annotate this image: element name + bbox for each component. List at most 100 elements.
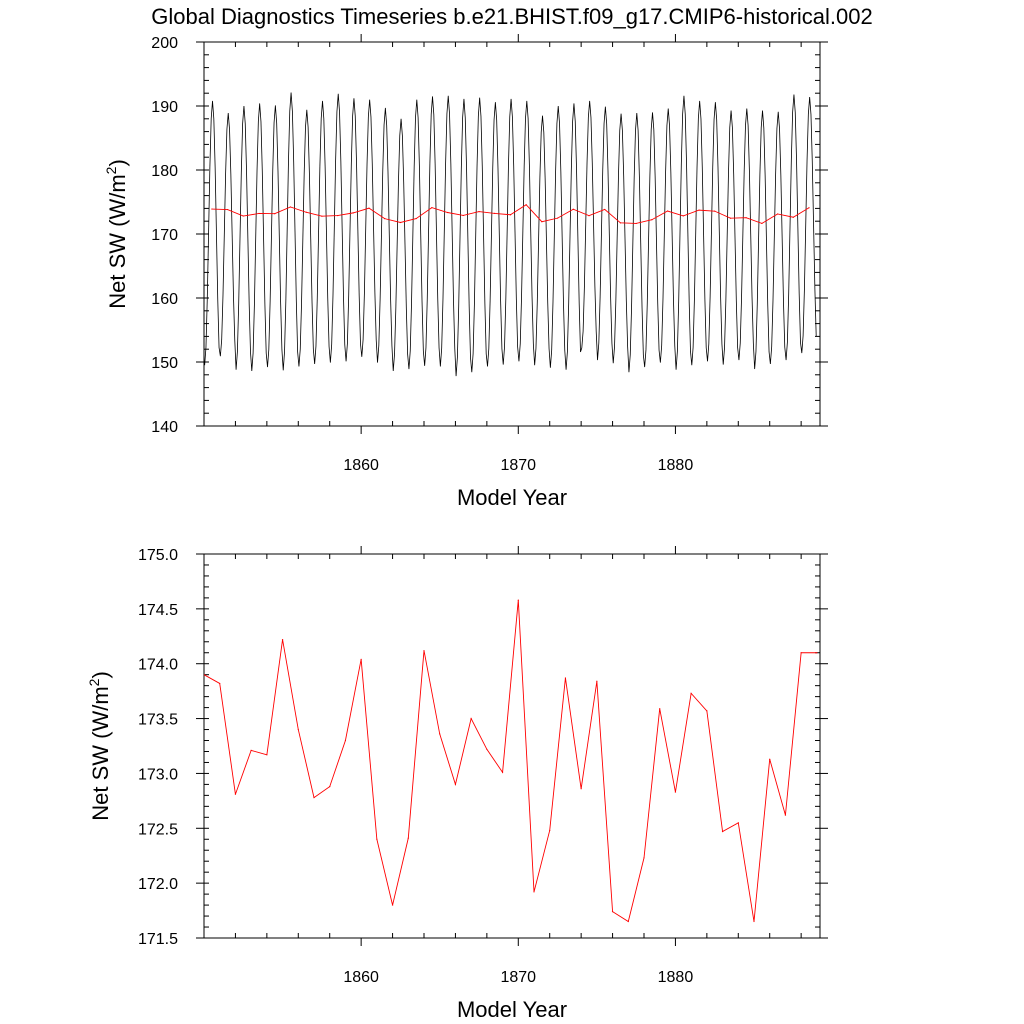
annual-mean-point <box>666 210 669 212</box>
annual-mean-point <box>729 217 732 219</box>
annual-mean-point <box>525 204 527 206</box>
annual-mean-point <box>462 214 464 217</box>
x-axis-label: Model Year <box>457 997 567 1022</box>
annual-mean-point <box>454 783 457 786</box>
annual-mean-series-line <box>204 600 817 923</box>
annual-mean-point <box>407 837 409 839</box>
annual-mean-point <box>297 728 299 731</box>
annual-mean-point <box>619 222 622 224</box>
annual-mean-point <box>517 599 519 601</box>
annual-mean-point <box>423 649 425 652</box>
annual-mean-point <box>384 218 386 220</box>
y-tick-label: 171.5 <box>138 931 178 948</box>
annual-mean-point <box>305 211 307 213</box>
annual-mean-point <box>674 791 677 793</box>
annual-mean-point <box>313 796 315 799</box>
y-tick-label: 160 <box>151 291 178 308</box>
annual-mean-point <box>721 830 724 833</box>
top-panel-monthly-chart: 1860 1870 1880 140 150 160 170 180 190 200 Model Y… <box>103 34 828 510</box>
figure-title: Global Diagnostics Timeseries b.e21.BHIS… <box>151 4 872 29</box>
annual-mean-point <box>281 638 284 641</box>
annual-mean-point <box>391 904 394 906</box>
annual-mean-point <box>604 208 606 211</box>
x-tick-label: 1870 <box>500 457 536 474</box>
annual-mean-point <box>564 677 567 679</box>
annual-mean-point <box>776 213 779 215</box>
annual-mean-point <box>753 920 755 923</box>
annual-mean-point <box>651 219 653 221</box>
annual-mean-point <box>690 692 692 694</box>
plot-frame <box>203 553 821 939</box>
annual-mean-point <box>572 208 574 210</box>
annual-mean-point <box>627 920 629 923</box>
y-tick-label: 174.5 <box>138 602 178 619</box>
annual-mean-point <box>501 771 504 773</box>
annual-mean-point <box>242 215 244 217</box>
annual-mean-point <box>266 754 268 756</box>
annual-mean-point <box>800 652 802 654</box>
x-tick-label: 1860 <box>343 969 379 986</box>
annual-mean-point <box>714 210 716 212</box>
annual-mean-point <box>478 211 480 213</box>
annual-mean-point <box>635 222 637 225</box>
annual-mean-point <box>234 793 237 795</box>
annual-mean-point <box>352 212 354 214</box>
annual-mean-point <box>745 217 747 219</box>
bottom-panel-annual-mean-chart: 1860 1870 1880 171.5 172.0 172.5 173.0 173.5 174… <box>86 546 828 1022</box>
annual-mean-point <box>784 814 787 816</box>
annual-mean-point <box>204 674 205 676</box>
annual-mean-point <box>329 785 331 788</box>
annual-mean-point <box>588 215 590 217</box>
annual-mean-point <box>580 788 582 790</box>
y-tick-label: 180 <box>151 163 178 180</box>
x-tick-label: 1870 <box>500 969 536 986</box>
annual-mean-point <box>611 911 614 913</box>
annual-mean-point <box>431 207 433 209</box>
y-tick-label: 175.0 <box>138 547 178 564</box>
y-tick-label: 172.5 <box>138 821 178 838</box>
annual-mean-point <box>761 222 763 225</box>
x-tick-label: 1880 <box>658 969 694 986</box>
annual-mean-point <box>470 717 472 720</box>
annual-mean-point <box>211 208 213 210</box>
y-axis-label: Net SW (W/m2) <box>86 671 113 821</box>
annual-mean-point <box>415 217 417 220</box>
y-axis-label: Net SW (W/m2) <box>103 159 130 309</box>
data-area <box>204 599 818 923</box>
data-area <box>204 92 817 377</box>
annual-mean-point <box>344 739 347 742</box>
y-tick-label: 150 <box>151 355 178 372</box>
annual-mean-point <box>533 891 535 893</box>
annual-mean-point <box>321 215 323 217</box>
annual-mean-point <box>494 212 496 214</box>
annual-mean-point <box>446 211 449 214</box>
annual-mean-point <box>541 221 543 223</box>
annual-mean-point <box>226 208 229 211</box>
annual-mean-point <box>816 652 818 654</box>
annual-mean-point <box>682 215 684 217</box>
annual-mean-point <box>698 209 700 211</box>
annual-mean-point <box>258 212 260 215</box>
annual-mean-point <box>439 733 441 735</box>
annual-mean-point <box>808 207 810 209</box>
x-tick-label: 1860 <box>343 457 379 474</box>
annual-mean-point <box>643 857 645 859</box>
annual-mean-point <box>596 680 598 682</box>
y-tick-label: 200 <box>151 35 178 52</box>
annual-mean-point <box>769 758 771 760</box>
x-tick-label: 1880 <box>658 457 694 474</box>
annual-mean-point <box>336 214 339 217</box>
y-tick-label: 190 <box>151 99 178 116</box>
annual-mean-point <box>368 207 370 209</box>
annual-mean-point <box>556 217 559 219</box>
annual-mean-point <box>659 708 661 710</box>
annual-mean-point <box>274 213 276 215</box>
annual-mean-point <box>486 748 488 750</box>
annual-mean-point <box>399 221 402 224</box>
annual-mean-point <box>289 206 292 208</box>
annual-mean-point <box>250 749 252 751</box>
annual-mean-point <box>376 838 378 840</box>
annual-mean-point <box>706 710 708 712</box>
annual-mean-point <box>792 216 794 218</box>
